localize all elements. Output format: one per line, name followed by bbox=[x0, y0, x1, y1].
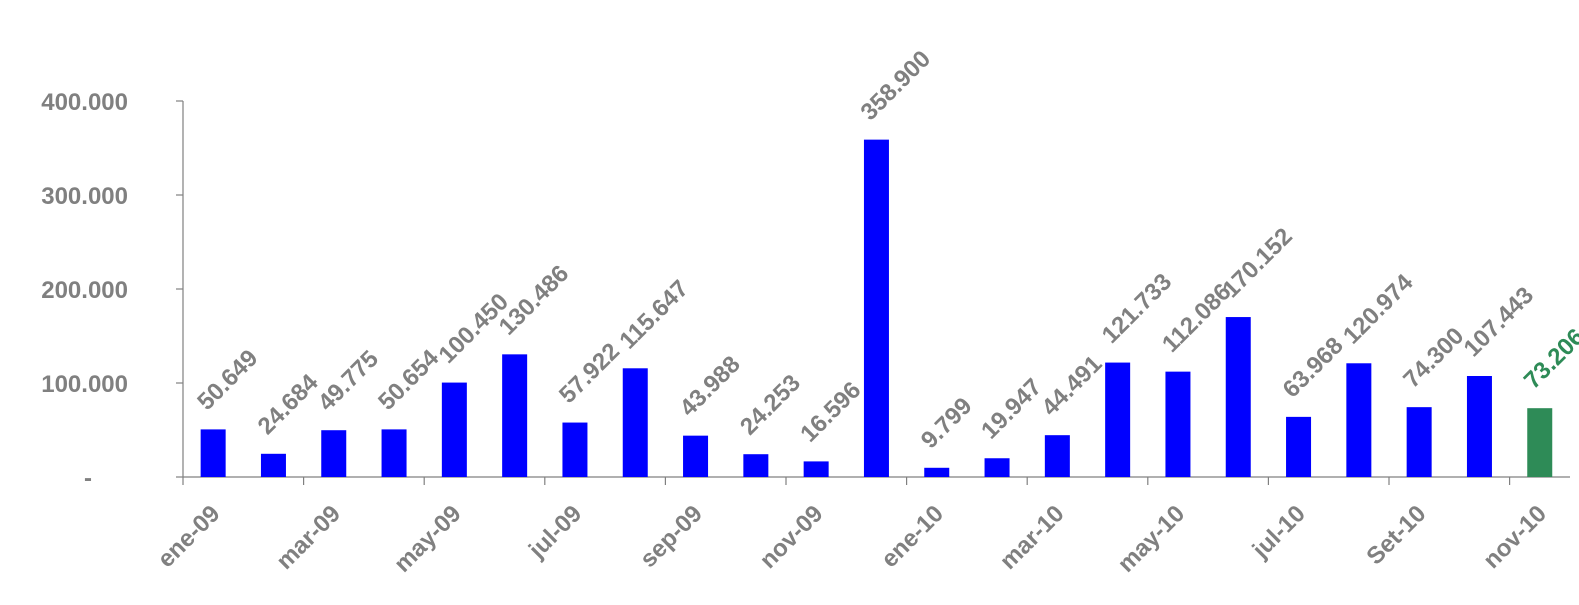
data-label: 358.900 bbox=[856, 45, 936, 125]
bar bbox=[622, 368, 648, 477]
data-label: 170.152 bbox=[1217, 223, 1297, 303]
data-label: 107.443 bbox=[1459, 282, 1539, 362]
bar bbox=[1527, 408, 1553, 477]
data-label: 19.947 bbox=[976, 373, 1047, 444]
bar bbox=[321, 430, 347, 477]
data-label: 63.968 bbox=[1278, 332, 1349, 403]
bar bbox=[200, 429, 226, 477]
data-label: 50.654 bbox=[373, 344, 444, 415]
bar bbox=[863, 139, 889, 477]
data-label: 24.684 bbox=[253, 369, 324, 440]
x-tick-label: ene-09 bbox=[153, 500, 226, 573]
bar bbox=[683, 435, 709, 477]
bar bbox=[1225, 317, 1251, 477]
data-label: 57.922 bbox=[554, 338, 625, 409]
x-tick-label: jul-09 bbox=[523, 500, 587, 564]
bar bbox=[441, 382, 467, 477]
data-label: 50.649 bbox=[192, 345, 263, 416]
data-label: 44.491 bbox=[1037, 350, 1108, 421]
data-label: 115.647 bbox=[614, 275, 694, 355]
bar bbox=[381, 429, 407, 477]
data-label: 43.988 bbox=[675, 351, 746, 422]
y-axis-ticks: - 100.000 200.000 300.000 400.000 bbox=[41, 89, 183, 492]
x-tick-label: jul-10 bbox=[1247, 500, 1311, 564]
bar bbox=[803, 461, 829, 477]
bar bbox=[1105, 362, 1131, 477]
bar bbox=[260, 453, 286, 477]
bar bbox=[1466, 376, 1492, 477]
x-tick-label: sep-09 bbox=[635, 500, 708, 573]
bar bbox=[1165, 371, 1191, 477]
data-label: 73.206 bbox=[1519, 323, 1579, 394]
bar bbox=[562, 422, 588, 477]
bar bbox=[1044, 435, 1070, 477]
x-tick-label: mar-09 bbox=[271, 500, 346, 575]
bar bbox=[1406, 407, 1432, 477]
x-axis-labels-group: ene-09 mar-09 may-09 jul-09 sep-09 nov-09 ene-… bbox=[153, 500, 1552, 578]
data-label: 9.799 bbox=[916, 392, 978, 454]
bar bbox=[743, 454, 769, 477]
data-label: 74.300 bbox=[1398, 322, 1469, 393]
x-tick-label: may-10 bbox=[1113, 500, 1191, 578]
bars-group bbox=[200, 139, 1553, 477]
y-tick-label: - bbox=[84, 465, 92, 492]
x-tick-label: Set-10 bbox=[1361, 500, 1431, 570]
bar bbox=[984, 458, 1010, 477]
data-label: 120.974 bbox=[1338, 269, 1419, 350]
x-tick-label: may-09 bbox=[389, 500, 467, 578]
bar bbox=[1346, 363, 1372, 477]
bar bbox=[1286, 416, 1312, 477]
x-tick-label: ene-10 bbox=[876, 500, 949, 573]
x-tick-label: nov-09 bbox=[755, 500, 829, 574]
y-tick-label: 400.000 bbox=[41, 89, 128, 116]
bar bbox=[924, 467, 950, 477]
y-tick-label: 200.000 bbox=[41, 277, 128, 304]
data-label: 16.596 bbox=[795, 377, 866, 448]
data-label: 49.775 bbox=[313, 345, 384, 416]
x-tick-label: nov-10 bbox=[1478, 500, 1552, 574]
y-tick-label: 100.000 bbox=[41, 371, 128, 398]
bar bbox=[502, 354, 528, 477]
y-tick-label: 300.000 bbox=[41, 183, 128, 210]
x-tick-label: mar-10 bbox=[995, 500, 1070, 575]
